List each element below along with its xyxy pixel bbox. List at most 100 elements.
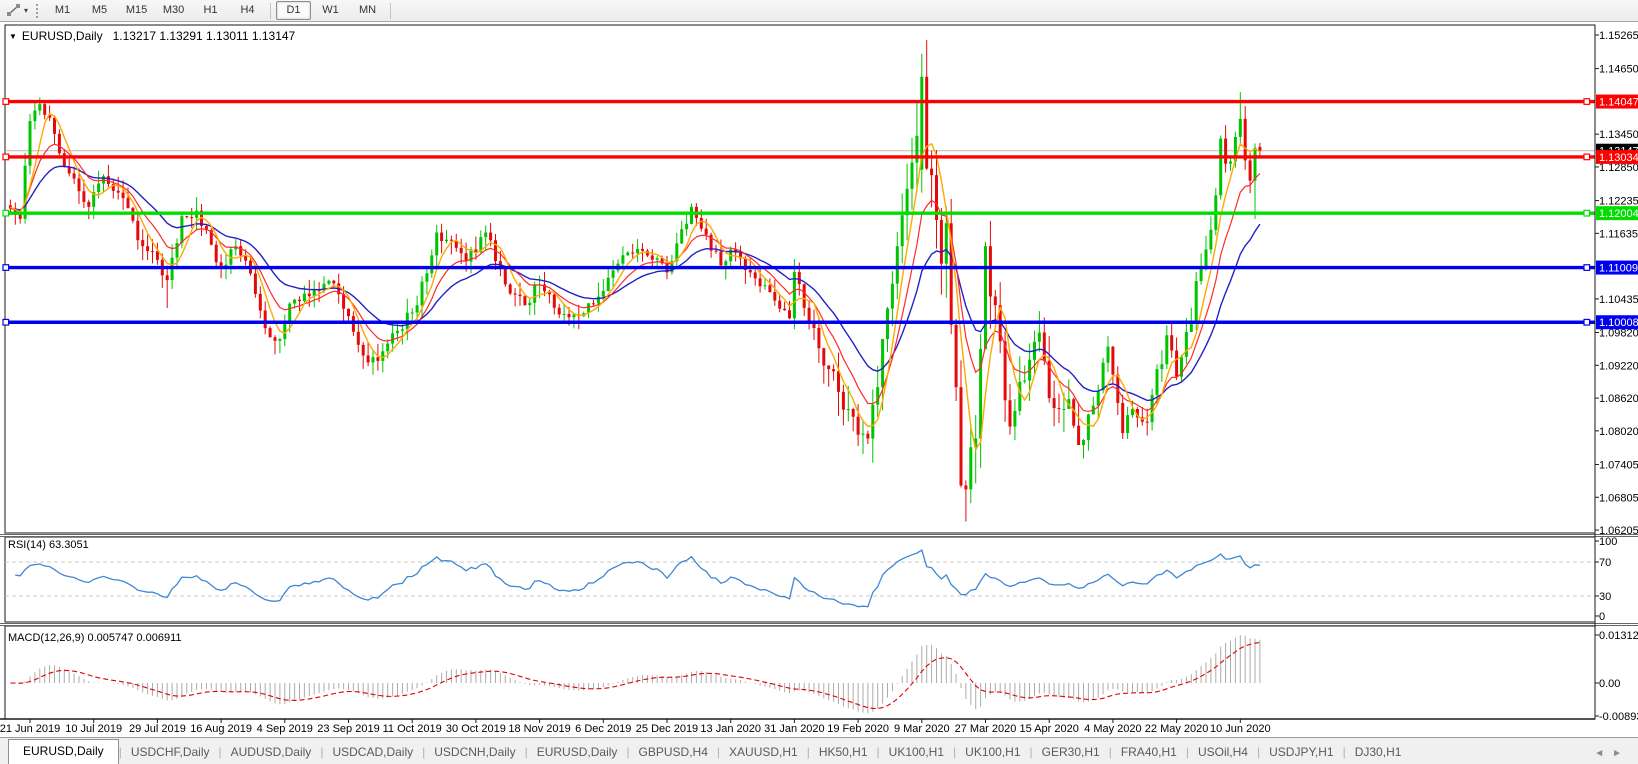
chart-tab-XAUUSD-H1[interactable]: XAUUSD,H1 <box>729 745 798 759</box>
svg-text:25 Dec 2019: 25 Dec 2019 <box>636 723 698 735</box>
macd-name: MACD(12,26,9) <box>8 632 85 644</box>
tab-separator: | <box>218 745 222 759</box>
svg-text:1.10435: 1.10435 <box>1599 294 1638 306</box>
svg-text:4 May 2020: 4 May 2020 <box>1084 723 1141 735</box>
timeframe-button-W1[interactable]: W1 <box>322 4 339 16</box>
timeframe-button-M15[interactable]: M15 <box>125 4 148 16</box>
svg-text:19 Feb 2020: 19 Feb 2020 <box>827 723 889 735</box>
svg-text:21 Jun 2019: 21 Jun 2019 <box>0 723 60 735</box>
tab-separator: | <box>1342 745 1346 759</box>
chart-tab-UK100-H1[interactable]: UK100,H1 <box>888 745 945 759</box>
tab-separator: | <box>1256 745 1261 759</box>
tab-separator: | <box>422 745 426 759</box>
tab-separator: | <box>524 745 528 759</box>
svg-text:31 Jan 2020: 31 Jan 2020 <box>764 723 825 735</box>
svg-text:30: 30 <box>1599 591 1611 603</box>
collapse-arrow-icon[interactable]: ▼ <box>9 32 17 41</box>
price-axis[interactable]: 1.15265 1.14650 1.13450 1.12850 1.12235 1.116… <box>1594 25 1638 723</box>
svg-text:11 Oct 2019: 11 Oct 2019 <box>383 723 442 735</box>
rsi-line <box>15 549 1260 608</box>
svg-text:29 Jul 2019: 29 Jul 2019 <box>129 723 186 735</box>
svg-text:1.12850: 1.12850 <box>1599 162 1638 174</box>
chart-title-symbol: EURUSD,Daily <box>21 29 103 43</box>
timeframe-button-D1[interactable]: D1 <box>276 1 312 20</box>
svg-text:1.13450: 1.13450 <box>1599 129 1638 141</box>
svg-text:1.12235: 1.12235 <box>1599 196 1638 208</box>
timeframe-button-M5[interactable]: M5 <box>91 4 108 16</box>
timeframe-button-M30[interactable]: M30 <box>162 4 185 16</box>
chart-tab-GBPUSD-H4[interactable]: GBPUSD,H4 <box>638 745 708 759</box>
svg-text:15 Apr 2020: 15 Apr 2020 <box>1020 723 1079 735</box>
svg-text:22 May 2020: 22 May 2020 <box>1145 723 1209 735</box>
svg-text:16 Aug 2019: 16 Aug 2019 <box>190 723 252 735</box>
chart-tab-USOil-H4[interactable]: USOil,H4 <box>1197 745 1248 759</box>
chart-tab-FRA40-H1[interactable]: FRA40,H1 <box>1120 745 1177 759</box>
tab-separator: | <box>320 745 324 759</box>
chart-tab-bar: EURUSD,Daily | USDCHF,Daily | AUDUSD,Daily | U… <box>0 737 1638 764</box>
line-studies-tool-button[interactable]: ▾ <box>0 1 32 21</box>
svg-text:1.13034: 1.13034 <box>1599 152 1638 164</box>
rsi-indicator-label: RSI(14) 63.3051 <box>8 539 89 551</box>
svg-text:0.013121: 0.013121 <box>1599 630 1638 642</box>
svg-text:1.09220: 1.09220 <box>1599 360 1638 372</box>
chart-tab-USDJPY-H1[interactable]: USDJPY,H1 <box>1269 745 1334 759</box>
svg-text:9 Mar 2020: 9 Mar 2020 <box>894 723 950 735</box>
scroll-right-icon[interactable]: ► <box>1612 748 1630 759</box>
rsi-value: 63.3051 <box>48 539 89 551</box>
time-axis[interactable]: 21 Jun 2019 10 Jul 2019 29 Jul 2019 16 Aug … <box>0 718 1595 735</box>
ma-fast-line <box>10 112 1261 452</box>
chart-tab-USDCAD-Daily[interactable]: USDCAD,Daily <box>332 745 414 759</box>
chart-tab-UK100-H1[interactable]: UK100,H1 <box>965 745 1021 759</box>
svg-text:27 Mar 2020: 27 Mar 2020 <box>955 723 1017 735</box>
svg-text:0.00: 0.00 <box>1599 678 1620 690</box>
tab-separator: | <box>953 745 957 759</box>
svg-text:100: 100 <box>1599 536 1617 548</box>
macd-values: 0.005747 0.006911 <box>87 632 182 644</box>
svg-text:1.11009: 1.11009 <box>1599 263 1638 275</box>
chart-tabs: EURUSD,Daily | USDCHF,Daily | AUDUSD,Daily | U… <box>0 739 1410 764</box>
tab-separator: | <box>1185 745 1189 759</box>
timeframe-button-M1[interactable]: M1 <box>54 4 71 16</box>
tab-separator: | <box>806 745 810 759</box>
chart-tab-AUDUSD-Daily[interactable]: AUDUSD,Daily <box>230 745 312 759</box>
chart-tab-EURUSD-Daily[interactable]: EURUSD,Daily <box>8 739 119 764</box>
svg-text:1.07405: 1.07405 <box>1599 459 1638 471</box>
chevron-down-icon[interactable]: ▾ <box>24 6 29 15</box>
svg-text:1.12004: 1.12004 <box>1599 208 1638 220</box>
svg-text:1.10008: 1.10008 <box>1599 317 1638 329</box>
svg-text:6 Dec 2019: 6 Dec 2019 <box>575 723 631 735</box>
tab-separator: | <box>626 745 630 759</box>
svg-text:23 Sep 2019: 23 Sep 2019 <box>317 723 379 735</box>
chart-tab-DJ30-H1[interactable]: DJ30,H1 <box>1354 745 1402 759</box>
timeframe-button-MN[interactable]: MN <box>358 4 377 16</box>
tab-separator: | <box>118 745 122 759</box>
chart-title-ohlc: 1.13217 1.13291 1.13011 1.13147 <box>112 29 296 43</box>
horizontal-lines-layer[interactable] <box>2 98 1595 326</box>
chart-tab-USDCNH-Daily[interactable]: USDCNH,Daily <box>434 745 516 759</box>
timeframe-button-H4[interactable]: H4 <box>240 4 255 16</box>
svg-text:1.06805: 1.06805 <box>1599 492 1638 504</box>
scroll-left-icon[interactable]: ◄ <box>1594 748 1613 759</box>
timeframe-button-H1[interactable]: H1 <box>203 4 218 16</box>
tab-scroll-arrows[interactable]: ◄► <box>1594 748 1630 759</box>
pane-borders <box>0 24 1638 720</box>
svg-text:70: 70 <box>1599 557 1611 569</box>
timeframe-button-group: M1 M5 M15 M30 H1 H4 D1 W1 MN <box>44 1 395 20</box>
svg-text:10 Jun 2020: 10 Jun 2020 <box>1210 723 1271 735</box>
macd-pane-layer <box>10 635 1261 714</box>
toolbar: ▾ M1 M5 M15 M30 H1 H4 D1 W1 MN <box>0 0 1638 22</box>
svg-text:4 Sep 2019: 4 Sep 2019 <box>257 723 313 735</box>
svg-text:1.08020: 1.08020 <box>1599 426 1638 438</box>
svg-text:1.09820: 1.09820 <box>1599 328 1638 340</box>
chart-tab-HK50-H1[interactable]: HK50,H1 <box>818 745 868 759</box>
chart-tab-EURUSD-Daily[interactable]: EURUSD,Daily <box>536 745 618 759</box>
svg-text:1.15265: 1.15265 <box>1599 30 1638 42</box>
chart-tab-USDCHF-Daily[interactable]: USDCHF,Daily <box>130 745 210 759</box>
toolbar-grip[interactable] <box>36 3 39 18</box>
tab-separator: | <box>1029 745 1033 759</box>
svg-text:30 Oct 2019: 30 Oct 2019 <box>446 723 506 735</box>
tab-separator: | <box>716 745 721 759</box>
chart-tab-GER30-H1[interactable]: GER30,H1 <box>1041 745 1100 759</box>
